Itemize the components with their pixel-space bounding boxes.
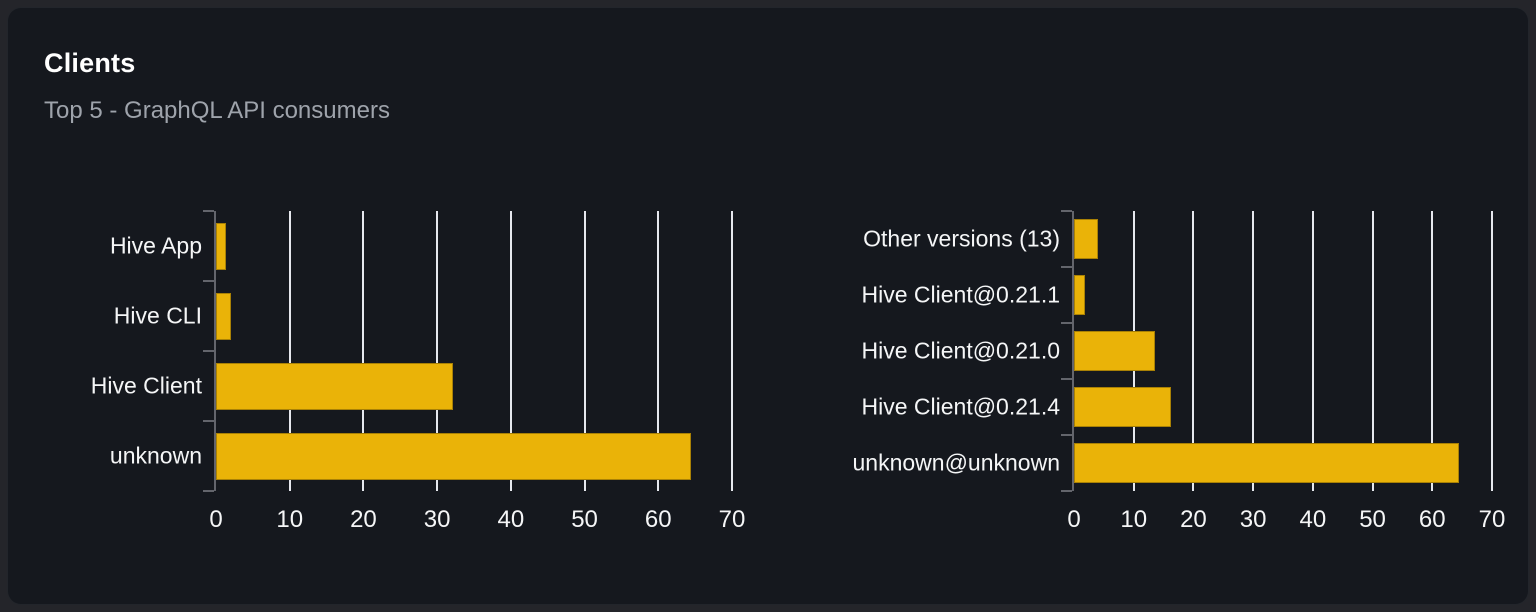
y-axis-line xyxy=(214,211,216,491)
category-label: Hive Client xyxy=(90,372,202,399)
category-label: Hive CLI xyxy=(113,302,202,329)
y-axis-tick xyxy=(203,210,214,212)
gridline-60 xyxy=(657,211,660,491)
category-label: Other versions (13) xyxy=(863,225,1060,252)
y-axis-tick xyxy=(203,350,214,352)
gridline-30 xyxy=(436,211,439,491)
x-tick-label-50: 50 xyxy=(1359,506,1386,533)
y-axis-tick xyxy=(1061,266,1072,268)
x-tick-label-20: 20 xyxy=(350,506,377,533)
x-tick-label-30: 30 xyxy=(1239,506,1267,533)
gridline-50 xyxy=(583,211,586,491)
card-title: Clients xyxy=(44,48,136,78)
y-axis-tick xyxy=(1061,490,1072,492)
gridline-10 xyxy=(288,211,291,491)
gridline-20 xyxy=(362,211,365,491)
y-axis-tick xyxy=(203,420,214,422)
x-tick-label-60: 60 xyxy=(644,506,672,533)
gridline-70 xyxy=(731,211,733,491)
bar-hive-cli[interactable] xyxy=(216,293,231,340)
gridline-30 xyxy=(1252,211,1255,491)
bar-hive-client-0.21.0[interactable] xyxy=(1074,331,1155,371)
gridline-60 xyxy=(1431,211,1434,491)
gridline-50 xyxy=(1371,211,1374,491)
x-tick-label-40: 40 xyxy=(1299,506,1327,533)
clients-bar-chart: Hive App Hive CLI Hive Client unknown 0 10 20 3… xyxy=(91,210,745,533)
y-axis-tick xyxy=(1061,322,1072,324)
x-tick-label-50: 50 xyxy=(571,506,598,533)
x-tick-label-60: 60 xyxy=(1418,506,1446,533)
y-axis-line xyxy=(1072,211,1074,491)
category-label: Hive App xyxy=(109,232,202,259)
bar-hive-client[interactable] xyxy=(216,363,453,410)
y-axis-tick xyxy=(1061,434,1072,436)
x-tick-label-10: 10 xyxy=(276,506,304,533)
x-tick-label-70: 70 xyxy=(718,506,746,533)
clients-card: Clients Top 5 - GraphQL API consumers Hi… xyxy=(7,7,1529,605)
x-tick-label-20: 20 xyxy=(1180,506,1207,533)
card-subtitle: Top 5 - GraphQL API consumers xyxy=(44,97,390,124)
x-tick-label-10: 10 xyxy=(1120,506,1148,533)
gridline-40 xyxy=(509,211,512,491)
y-axis-tick xyxy=(203,490,214,492)
bar-unknown[interactable] xyxy=(216,433,691,480)
x-tick-label-30: 30 xyxy=(423,506,451,533)
x-tick-label-0: 0 xyxy=(1067,506,1081,533)
x-tick-label-0: 0 xyxy=(209,506,223,533)
gridline-40 xyxy=(1311,211,1314,491)
gridline-20 xyxy=(1192,211,1195,491)
client-versions-bar-chart: Other versions (13) Hive Client@0.21.1 Hiv… xyxy=(853,210,1505,533)
x-tick-label-70: 70 xyxy=(1478,506,1506,533)
category-label: unknown xyxy=(109,442,202,469)
bar-hive-client-0.21.4[interactable] xyxy=(1074,387,1171,427)
category-label: Hive Client@0.21.0 xyxy=(861,337,1061,364)
y-axis-tick xyxy=(1061,378,1072,380)
gridline-70 xyxy=(1491,211,1493,491)
y-axis-tick xyxy=(1061,210,1072,212)
bar-hive-app[interactable] xyxy=(216,223,226,270)
bar-other-versions-13-[interactable] xyxy=(1074,219,1098,259)
x-tick-label-40: 40 xyxy=(497,506,525,533)
category-label: Hive Client@0.21.1 xyxy=(861,281,1061,308)
bar-hive-client-0.21.1[interactable] xyxy=(1074,275,1085,315)
bar-unknown-unknown[interactable] xyxy=(1074,443,1459,483)
y-axis-tick xyxy=(203,280,214,282)
category-label: unknown@unknown xyxy=(852,449,1060,476)
category-label: Hive Client@0.21.4 xyxy=(861,393,1061,420)
